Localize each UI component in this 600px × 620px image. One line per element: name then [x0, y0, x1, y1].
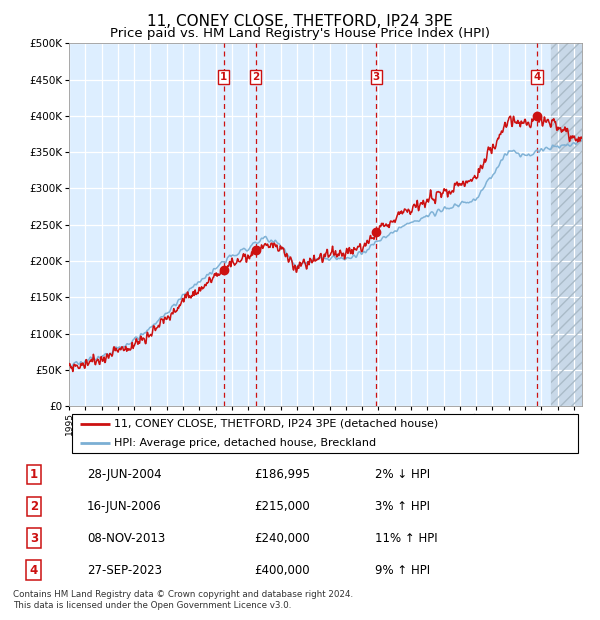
Text: £400,000: £400,000: [254, 564, 310, 577]
Text: Price paid vs. HM Land Registry's House Price Index (HPI): Price paid vs. HM Land Registry's House …: [110, 27, 490, 40]
Bar: [551, 43, 582, 406]
Text: 3: 3: [30, 532, 38, 545]
Text: Contains HM Land Registry data © Crown copyright and database right 2024.: Contains HM Land Registry data © Crown c…: [13, 590, 353, 600]
Text: 2: 2: [252, 72, 259, 82]
Text: 4: 4: [533, 72, 541, 82]
Text: 4: 4: [30, 564, 38, 577]
Text: 16-JUN-2006: 16-JUN-2006: [87, 500, 161, 513]
Text: 11% ↑ HPI: 11% ↑ HPI: [375, 532, 437, 545]
Text: 9% ↑ HPI: 9% ↑ HPI: [375, 564, 430, 577]
Text: 3: 3: [373, 72, 380, 82]
Text: £240,000: £240,000: [254, 532, 310, 545]
Text: 27-SEP-2023: 27-SEP-2023: [87, 564, 162, 577]
Text: 11, CONEY CLOSE, THETFORD, IP24 3PE (detached house): 11, CONEY CLOSE, THETFORD, IP24 3PE (det…: [114, 418, 439, 428]
Text: 1: 1: [30, 468, 38, 481]
Text: 2: 2: [30, 500, 38, 513]
Text: 11, CONEY CLOSE, THETFORD, IP24 3PE: 11, CONEY CLOSE, THETFORD, IP24 3PE: [147, 14, 453, 29]
Text: 28-JUN-2004: 28-JUN-2004: [87, 468, 161, 481]
Text: £215,000: £215,000: [254, 500, 310, 513]
Text: HPI: Average price, detached house, Breckland: HPI: Average price, detached house, Brec…: [114, 438, 376, 448]
FancyBboxPatch shape: [71, 414, 578, 453]
Text: This data is licensed under the Open Government Licence v3.0.: This data is licensed under the Open Gov…: [13, 601, 292, 611]
Bar: [551, 43, 582, 406]
Text: 3% ↑ HPI: 3% ↑ HPI: [375, 500, 430, 513]
Text: 1: 1: [220, 72, 227, 82]
Text: 08-NOV-2013: 08-NOV-2013: [87, 532, 165, 545]
Text: £186,995: £186,995: [254, 468, 310, 481]
Text: 2% ↓ HPI: 2% ↓ HPI: [375, 468, 430, 481]
